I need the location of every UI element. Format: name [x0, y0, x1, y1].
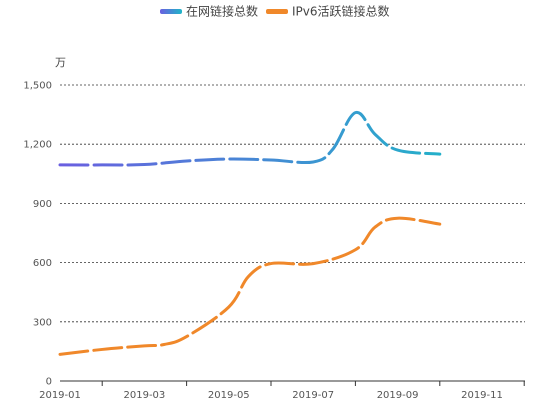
series-2-point[interactable]: [352, 247, 358, 253]
y-tick-label: 600: [33, 258, 52, 269]
series-lines: [57, 110, 443, 357]
y-axis-ticks: 0 300 600 900 1,200 1,500: [23, 81, 52, 388]
legend: 在网链接总数 IPv6活跃链接总数: [160, 4, 390, 19]
y-tick-label: 1,500: [23, 81, 52, 92]
series-2-point[interactable]: [310, 261, 316, 267]
y-axis-unit-label: 万: [55, 56, 66, 69]
series-1-point[interactable]: [141, 162, 147, 168]
series-1-point[interactable]: [437, 151, 443, 157]
y-tick-label: 1,200: [23, 140, 52, 151]
series-1-point[interactable]: [57, 162, 63, 168]
series-1-point[interactable]: [372, 131, 378, 137]
series-2-point[interactable]: [99, 346, 105, 352]
series-1-point[interactable]: [310, 159, 316, 165]
series-1-point[interactable]: [99, 162, 105, 168]
x-tick-label: 2019-09: [377, 390, 419, 401]
series-2-point[interactable]: [395, 215, 401, 221]
series-1-point[interactable]: [268, 157, 274, 163]
y-tick-label: 0: [46, 377, 52, 388]
x-tick-label: 2019-01: [39, 390, 81, 401]
x-tick-label: 2019-05: [208, 390, 250, 401]
series-1-point[interactable]: [226, 156, 232, 162]
legend-label-series-2[interactable]: IPv6活跃链接总数: [292, 4, 390, 19]
series-2-point[interactable]: [184, 334, 190, 340]
series-2-point[interactable]: [268, 261, 274, 267]
series-2-point[interactable]: [141, 343, 147, 349]
series-1-point[interactable]: [184, 158, 190, 164]
series-2-point[interactable]: [372, 224, 378, 230]
series-2-point[interactable]: [161, 341, 167, 347]
series-2-point[interactable]: [437, 221, 443, 227]
grid-lines: [60, 84, 525, 323]
series-2-point[interactable]: [226, 304, 232, 310]
x-tick-label: 2019-11: [461, 390, 503, 401]
series-1-point[interactable]: [330, 146, 336, 152]
x-tick-label: 2019-03: [124, 390, 166, 401]
y-tick-label: 300: [33, 317, 52, 328]
y-tick-label: 900: [33, 199, 52, 210]
x-tick-label: 2019-07: [292, 390, 334, 401]
series-line-1[interactable]: [58, 111, 442, 167]
legend-label-series-1[interactable]: 在网链接总数: [186, 4, 258, 19]
series-1-point[interactable]: [395, 147, 401, 153]
series-2-point[interactable]: [57, 351, 63, 357]
series-line-2[interactable]: [58, 216, 442, 356]
legend-swatch-series-2[interactable]: [266, 9, 288, 14]
series-1-point[interactable]: [352, 110, 358, 116]
x-axis-ticks: 2019-01 2019-03 2019-05 2019-07 2019-09 2019-…: [39, 381, 525, 401]
series-2-point[interactable]: [245, 273, 251, 279]
legend-swatch-series-1[interactable]: [160, 9, 182, 14]
